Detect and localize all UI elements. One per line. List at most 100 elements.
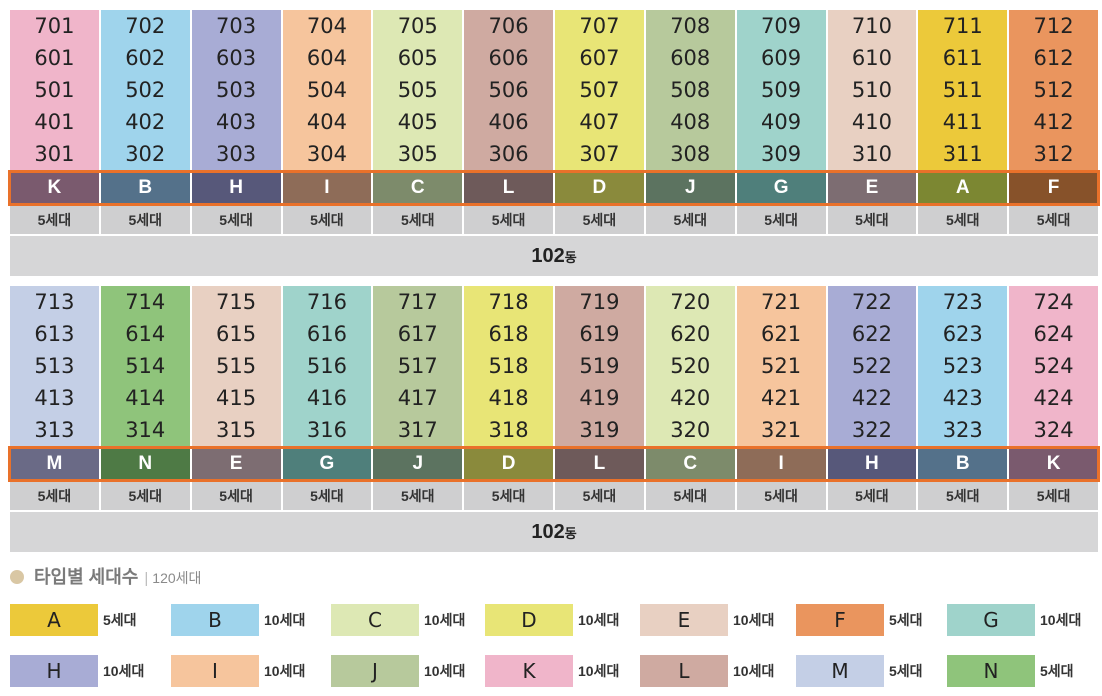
legend-item: G 10세대: [947, 604, 1097, 636]
unit-cell: 322: [827, 414, 917, 446]
unit-cell: 421: [736, 382, 826, 414]
legend-item: K 10세대: [485, 655, 635, 687]
unit-cell: 611: [918, 42, 1008, 74]
unit-cell: 619: [555, 318, 644, 350]
legend-item: I 10세대: [171, 655, 321, 687]
unit-cell: 409: [736, 106, 826, 138]
unit-cell: 708: [645, 10, 735, 42]
unit-cell: 704: [282, 10, 372, 42]
legend-item: F 5세대: [796, 604, 946, 636]
legend-swatch: E: [640, 604, 728, 636]
unit-cell: 624: [1009, 318, 1098, 350]
unit-cell: 709: [736, 10, 826, 42]
legend-swatch: F: [796, 604, 884, 636]
legend-swatch: B: [171, 604, 259, 636]
household-count: 5세대: [373, 206, 463, 234]
unit-cell: 419: [555, 382, 644, 414]
unit-cell: 707: [555, 10, 644, 42]
unit-cell: 503: [191, 74, 281, 106]
unit-cell: 307: [555, 138, 644, 170]
legend-item: L 10세대: [640, 655, 790, 687]
household-count: 5세대: [736, 206, 826, 234]
unit-cell: 714: [100, 286, 190, 318]
unit-cell: 512: [1009, 74, 1098, 106]
unit-cell: 424: [1009, 382, 1098, 414]
unit-cell: 321: [736, 414, 826, 446]
unit-cell: 623: [918, 318, 1008, 350]
unit-cell: 412: [1009, 106, 1098, 138]
unit-cell: 308: [645, 138, 735, 170]
type-label: K: [1009, 448, 1098, 480]
unit-cell: 711: [918, 10, 1008, 42]
household-count: 5세대: [736, 482, 826, 510]
type-label: G: [282, 448, 372, 480]
household-count: 5세대: [464, 482, 553, 510]
unit-cell: 511: [918, 74, 1008, 106]
household-count: 5세대: [1009, 482, 1098, 510]
unit-cell: 304: [282, 138, 372, 170]
unit-cell: 613: [10, 318, 99, 350]
legend-item: H 10세대: [10, 655, 160, 687]
unit-cell: 716: [282, 286, 372, 318]
household-count: 5세대: [918, 206, 1008, 234]
unit-cell: 715: [191, 286, 281, 318]
building-suffix: 동: [564, 526, 577, 541]
legend-item: M 5세대: [796, 655, 946, 687]
unit-cell: 617: [373, 318, 463, 350]
legend-count: 5세대: [889, 612, 923, 628]
unit-cell: 616: [282, 318, 372, 350]
legend-total: 120세대: [152, 570, 202, 586]
unit-cell: 505: [373, 74, 463, 106]
unit-cell: 609: [736, 42, 826, 74]
unit-grid: 713 714 715 716 717 718 719 720 721 722 723 724 613 6…: [10, 286, 1098, 446]
count-row: 5세대 5세대 5세대 5세대 5세대 5세대 5세대 5세대 5세대 5세대 5세대 5세대: [10, 480, 1098, 510]
unit-cell: 410: [827, 106, 917, 138]
unit-cell: 402: [100, 106, 190, 138]
household-count: 5세대: [918, 482, 1008, 510]
type-label: N: [100, 448, 190, 480]
unit-cell: 702: [100, 10, 190, 42]
unit-cell: 703: [191, 10, 281, 42]
type-label: A: [918, 172, 1008, 204]
household-count: 5세대: [1009, 206, 1098, 234]
unit-cell: 509: [736, 74, 826, 106]
type-label: B: [918, 448, 1008, 480]
household-count: 5세대: [100, 482, 190, 510]
unit-cell: 311: [918, 138, 1008, 170]
unit-cell: 423: [918, 382, 1008, 414]
unit-cell: 722: [827, 286, 917, 318]
unit-cell: 413: [10, 382, 99, 414]
unit-cell: 420: [645, 382, 735, 414]
household-count: 5세대: [282, 206, 372, 234]
unit-cell: 504: [282, 74, 372, 106]
unit-cell: 518: [464, 350, 553, 382]
legend-swatch: M: [796, 655, 884, 687]
unit-cell: 622: [827, 318, 917, 350]
type-label: F: [1009, 172, 1098, 204]
type-label: D: [555, 172, 644, 204]
legend-title: 타입별 세대수 | 120세대: [10, 562, 201, 592]
type-label: L: [464, 172, 553, 204]
legend-count: 10세대: [103, 663, 145, 679]
unit-grid: 701 702 703 704 705 706 707 708 709 710 711 712 601 6…: [10, 10, 1098, 170]
legend-swatch: A: [10, 604, 98, 636]
unit-cell: 306: [464, 138, 553, 170]
unit-cell: 706: [464, 10, 553, 42]
legend-item: C 10세대: [331, 604, 481, 636]
type-label: J: [645, 172, 735, 204]
unit-cell: 414: [100, 382, 190, 414]
count-row: 5세대 5세대 5세대 5세대 5세대 5세대 5세대 5세대 5세대 5세대 5세대 5세대: [10, 204, 1098, 234]
type-label: B: [100, 172, 190, 204]
building-label: 102동: [10, 512, 1098, 552]
unit-cell: 515: [191, 350, 281, 382]
household-count: 5세대: [373, 482, 463, 510]
unit-cell: 506: [464, 74, 553, 106]
unit-cell: 610: [827, 42, 917, 74]
legend-count: 10세대: [264, 612, 306, 628]
household-count: 5세대: [282, 482, 372, 510]
unit-cell: 404: [282, 106, 372, 138]
unit-cell: 607: [555, 42, 644, 74]
legend-item: A 5세대: [10, 604, 160, 636]
